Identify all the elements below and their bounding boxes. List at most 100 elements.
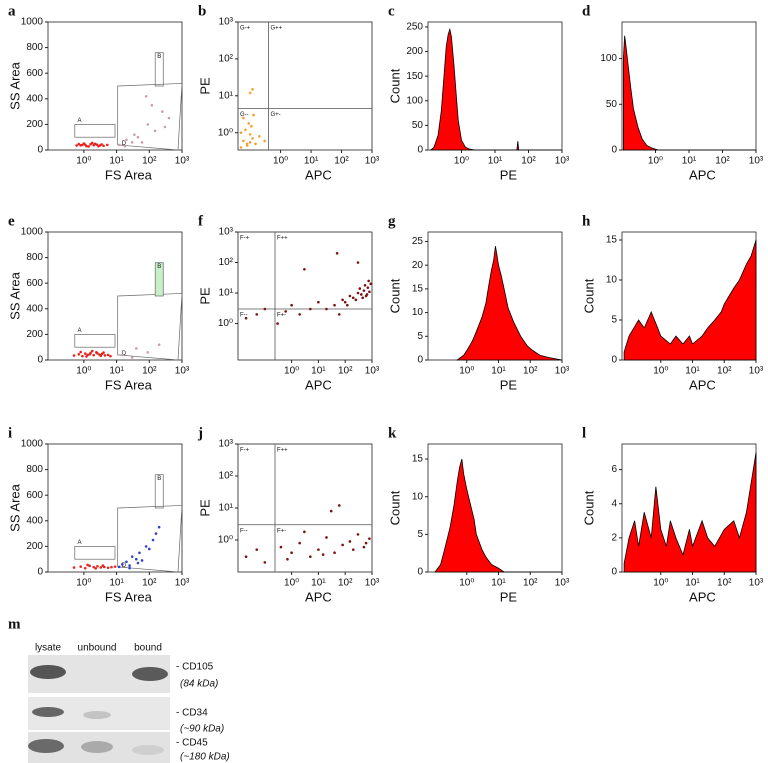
panel: l 10⁰ 10¹ 10² 10³ 0 2 4 6 APC Count [581, 425, 763, 604]
event-dot [79, 350, 83, 354]
gate [117, 83, 183, 151]
event-dot [248, 140, 252, 144]
event-dot [121, 563, 124, 566]
gate-label: B [157, 54, 161, 60]
event-dot [83, 352, 87, 355]
event-dot [96, 352, 99, 355]
blot-band [83, 711, 111, 719]
x-tick-label: 10¹ [685, 578, 700, 589]
y-tick-label: 10 [412, 491, 424, 502]
event-dot [128, 564, 131, 567]
event-dot [113, 565, 117, 568]
event-dot [87, 145, 90, 148]
blot-band [28, 739, 64, 753]
x-tick-label: 10¹ [488, 156, 503, 167]
event-dot [133, 133, 136, 136]
y-axis-title: PE [197, 287, 212, 305]
event-dot [97, 144, 100, 148]
event-dot [333, 303, 336, 307]
event-dot [358, 287, 362, 290]
y-tick-label: 100 [600, 53, 617, 64]
panel-letter: d [582, 3, 591, 19]
event-dot [163, 125, 167, 129]
gate [74, 334, 116, 348]
quadrant-label: G-+ [240, 26, 251, 32]
y-tick-label: 600 [26, 490, 43, 501]
event-dot [134, 347, 138, 350]
x-tick-label: 10³ [365, 156, 380, 167]
event-dot [105, 143, 109, 147]
event-dot [85, 355, 88, 358]
event-dot [151, 538, 155, 542]
event-dot [93, 142, 97, 146]
quadrant-label: F-+ [240, 448, 250, 454]
y-tick-label: 50 [412, 120, 424, 131]
event-dot [309, 555, 312, 559]
event-dot [356, 261, 360, 264]
quadrant-label: F-- [240, 313, 248, 319]
event-dot [298, 313, 301, 316]
gate-label: D [122, 351, 127, 357]
x-axis-title: PE [500, 167, 518, 182]
x-tick-label: 10² [523, 578, 538, 589]
y-axis-title: SS Area [7, 271, 22, 319]
panel-letter: f [198, 213, 204, 229]
event-dot [106, 353, 110, 357]
x-tick-label: 10³ [365, 366, 380, 377]
event-dot [351, 548, 355, 551]
panel: d 10⁰ 10¹ 10² 10³ 0 50 100 APC [582, 3, 764, 182]
event-dot [102, 144, 105, 148]
panel-letter: k [388, 425, 397, 441]
x-tick-label: 10² [523, 366, 538, 377]
y-tick-label: 0 [417, 145, 423, 156]
x-axis-title: APC [305, 167, 332, 182]
x-tick-label: 10² [715, 156, 730, 167]
blot-band [32, 707, 64, 717]
panel: h 10⁰ 10¹ 10² 10³ 0 5 10 15 APC Count [581, 213, 763, 392]
event-dot [356, 533, 360, 536]
event-dot [125, 560, 128, 564]
event-dot [103, 354, 107, 357]
event-dot [83, 566, 87, 570]
x-tick-label: 10² [717, 366, 732, 377]
gate [154, 474, 164, 509]
event-dot [290, 303, 293, 307]
event-dot [251, 137, 254, 140]
x-tick-label: 10² [338, 578, 353, 589]
x-tick-label: 10¹ [685, 366, 700, 377]
lane-label: unbound [78, 643, 117, 654]
event-dot [343, 300, 347, 304]
event-dot [351, 296, 355, 300]
x-tick-label: 10³ [175, 366, 190, 377]
band-name: - CD105 [176, 662, 214, 673]
x-tick-label: 10¹ [109, 366, 124, 377]
event-dot [251, 88, 254, 91]
y-tick-label: 10 [412, 307, 424, 318]
blot-band [30, 665, 66, 679]
event-dot [153, 129, 157, 133]
y-tick-label: 5 [611, 315, 617, 326]
x-axis-title: FS Area [105, 377, 153, 392]
event-dot [335, 252, 339, 255]
y-tick-label: 25 [412, 236, 424, 247]
event-dot [123, 144, 127, 148]
quadrant-label: F-- [240, 528, 248, 534]
y-tick-label: 1000 [21, 17, 44, 28]
x-tick-label: 10³ [175, 156, 190, 167]
band-size: (84 kDa) [180, 679, 218, 690]
y-tick-label: 150 [406, 71, 423, 82]
y-tick-label: 10 [606, 275, 618, 286]
y-axis-title: PE [197, 499, 212, 517]
event-dot [244, 128, 247, 132]
x-tick-label: 10¹ [109, 156, 124, 167]
event-dot [117, 143, 121, 147]
quadrant-label: F+- [277, 313, 286, 319]
event-dot [130, 555, 134, 558]
event-dot [341, 543, 344, 547]
event-dot [255, 548, 259, 551]
event-dot [140, 141, 144, 144]
y-tick-label: 10¹ [219, 288, 234, 299]
event-dot [147, 547, 151, 551]
y-axis-title: Count [581, 278, 596, 313]
